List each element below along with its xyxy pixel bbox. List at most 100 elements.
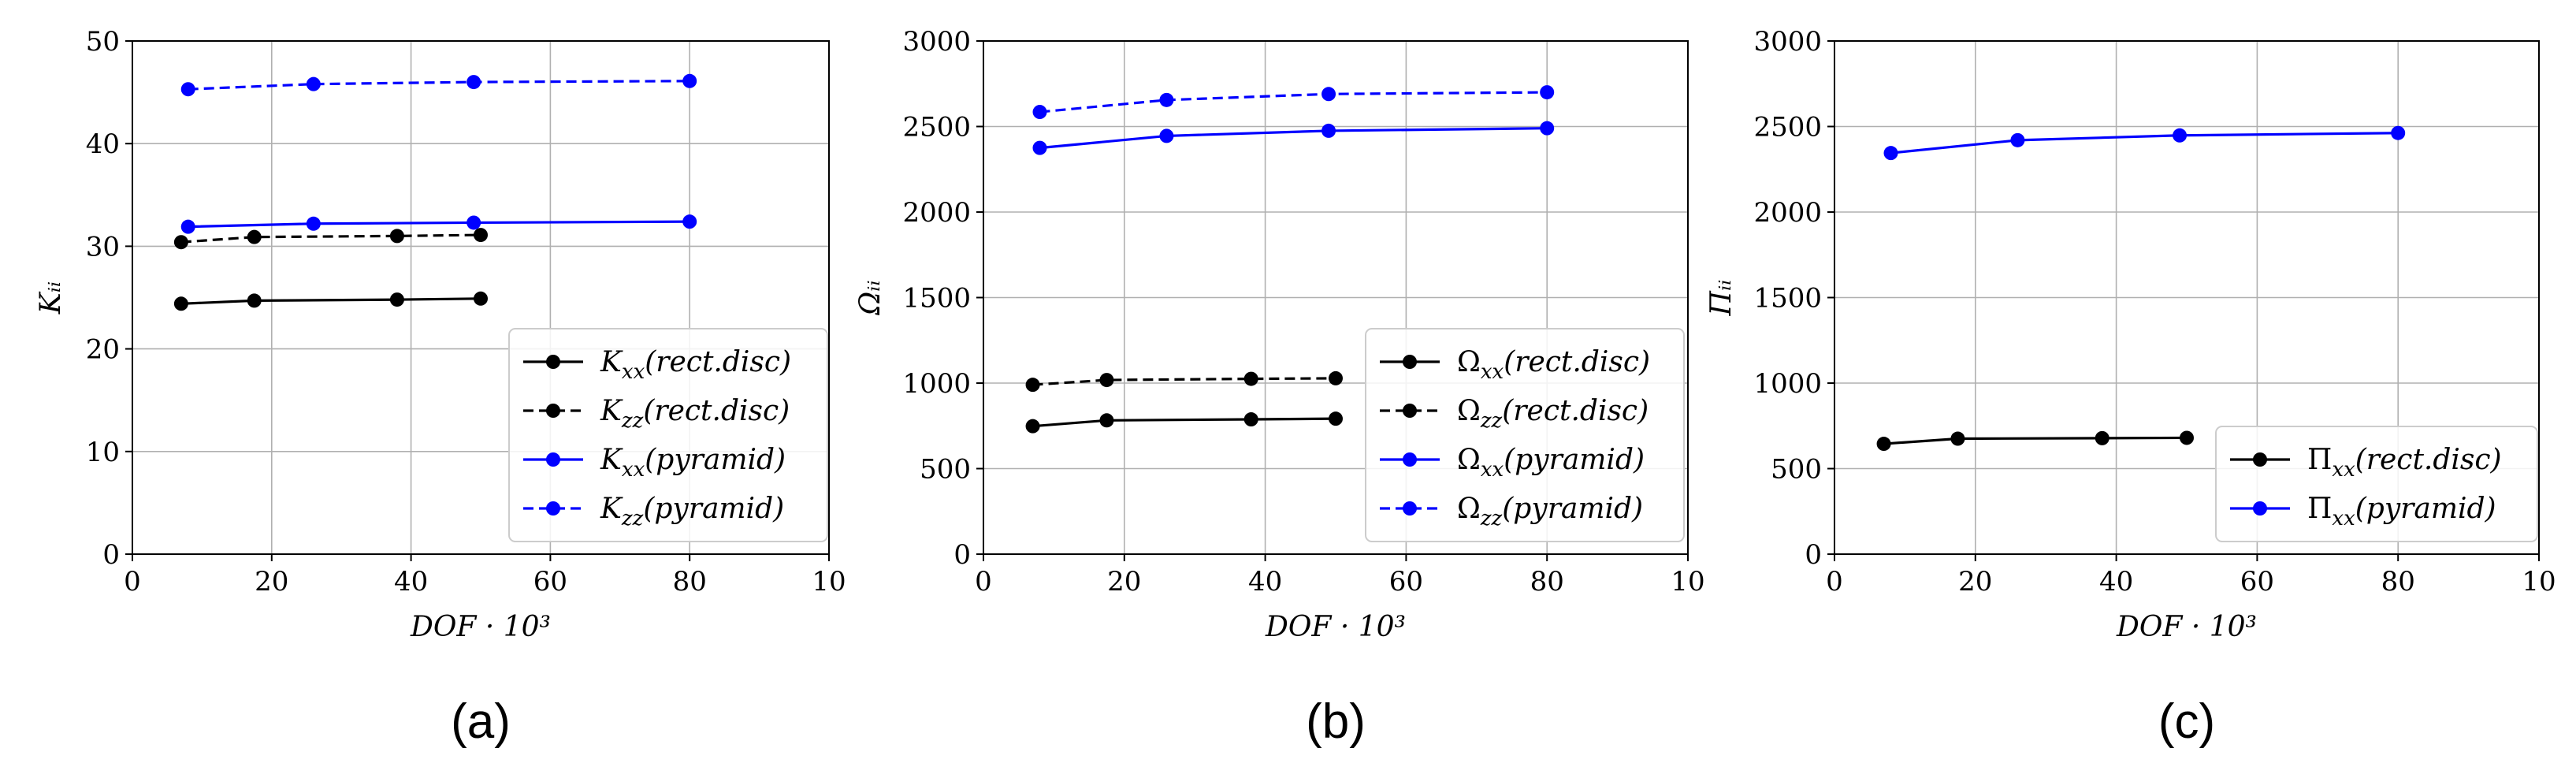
series-line (180, 233, 481, 244)
data-point (173, 296, 188, 311)
data-point (1329, 411, 1343, 426)
series-line (180, 297, 481, 305)
data-point (1950, 431, 1965, 446)
x-tick-label: 80 (673, 566, 707, 597)
x-tick-label: 10 (1671, 566, 1704, 597)
legend-label: Ωzz(rect.disc) (1457, 395, 1649, 433)
legend-label: Kxx(pyramid) (600, 444, 786, 482)
data-point (1321, 123, 1336, 138)
data-point (682, 214, 697, 229)
data-point (467, 75, 481, 90)
data-point (173, 235, 188, 250)
legend-label: Πxx(rect.disc) (2307, 444, 2502, 482)
data-point (1540, 121, 1555, 136)
y-tick-label: 50 (86, 26, 120, 58)
data-point (1025, 419, 1040, 434)
data-point (2095, 430, 2109, 445)
legend-swatch-marker (1403, 404, 1417, 418)
y-axis-label: Πᵢᵢ (1705, 280, 1738, 317)
x-tick-label: 40 (394, 566, 428, 597)
legend-swatch-marker (546, 452, 560, 467)
panel-label: (b) (1306, 694, 1366, 749)
data-point (1159, 128, 1174, 143)
y-tick-label: 40 (86, 128, 120, 160)
x-axis-label: DOF · 10³ (1265, 611, 1406, 643)
panel-label: (a) (451, 694, 511, 749)
legend-swatch-marker (546, 355, 560, 369)
data-point (474, 291, 488, 306)
y-tick-label: 3000 (902, 26, 971, 58)
series-line (188, 220, 690, 229)
series-line (1890, 132, 2399, 154)
data-point (247, 293, 262, 308)
y-tick-label: 2500 (902, 112, 971, 143)
x-tick-label: 80 (2381, 566, 2415, 597)
data-point (2180, 430, 2194, 445)
data-point (1540, 85, 1555, 100)
legend-swatch-marker (546, 501, 560, 516)
legend-box (1365, 328, 1685, 542)
panel-label: (c) (2158, 694, 2215, 749)
y-tick-label: 1000 (1753, 368, 1822, 400)
x-tick-label: 40 (2099, 566, 2133, 597)
legend-label: Kxx(rect.disc) (600, 346, 791, 384)
data-point (1159, 92, 1174, 107)
series-line (1039, 127, 1548, 150)
x-tick-label: 80 (1530, 566, 1564, 597)
x-tick-label: 40 (1248, 566, 1282, 597)
x-axis-label: DOF · 10³ (2116, 611, 2257, 643)
data-point (306, 216, 321, 231)
data-point (1243, 412, 1258, 427)
x-tick-label: 20 (1958, 566, 1992, 597)
x-tick-label: 10 (2522, 566, 2556, 597)
data-point (2010, 132, 2025, 147)
data-point (389, 229, 404, 244)
data-point (1321, 87, 1336, 102)
series-line (1883, 436, 2188, 445)
y-tick-label: 10 (86, 437, 120, 468)
data-point (474, 228, 488, 243)
legend-label: Ωxx(pyramid) (1457, 444, 1645, 482)
data-point (1025, 378, 1040, 393)
x-tick-label: 0 (1826, 566, 1843, 597)
data-point (2173, 128, 2188, 143)
y-tick-label: 1500 (902, 283, 971, 315)
data-point (1099, 373, 1114, 388)
legend-swatch-marker (1403, 355, 1417, 369)
data-point (1032, 105, 1047, 120)
data-point (180, 219, 195, 234)
legend-label: Πxx(pyramid) (2307, 493, 2496, 530)
data-point (1883, 146, 1898, 161)
data-point (467, 215, 481, 230)
x-tick-label: 60 (2240, 566, 2274, 597)
legend-label: Kzz(pyramid) (600, 493, 784, 530)
legend-label: Kzz(rect.disc) (600, 395, 790, 433)
legend-swatch-marker (1403, 452, 1417, 467)
x-tick-label: 60 (533, 566, 567, 597)
data-point (2391, 125, 2406, 140)
series-line (1032, 417, 1336, 428)
plot-frame (132, 40, 830, 555)
y-tick-label: 0 (102, 539, 120, 571)
x-axis-label: DOF · 10³ (410, 611, 551, 643)
y-tick-label: 2000 (1753, 197, 1822, 229)
legend-label: Ωzz(pyramid) (1457, 493, 1643, 530)
y-tick-label: 30 (86, 231, 120, 262)
data-point (1099, 413, 1114, 428)
data-point (1243, 371, 1258, 386)
data-point (180, 82, 195, 97)
legend-box (508, 328, 828, 542)
legend-swatch-marker (546, 404, 560, 418)
y-tick-label: 500 (920, 454, 971, 486)
legend-swatch-marker (2253, 452, 2267, 467)
legend-box (2215, 426, 2538, 542)
y-tick-label: 3000 (1753, 26, 1822, 58)
y-tick-label: 1500 (1753, 283, 1822, 315)
x-tick-label: 10 (812, 566, 846, 597)
series-line (1032, 377, 1336, 386)
y-tick-label: 2500 (1753, 112, 1822, 143)
data-point (306, 76, 321, 91)
